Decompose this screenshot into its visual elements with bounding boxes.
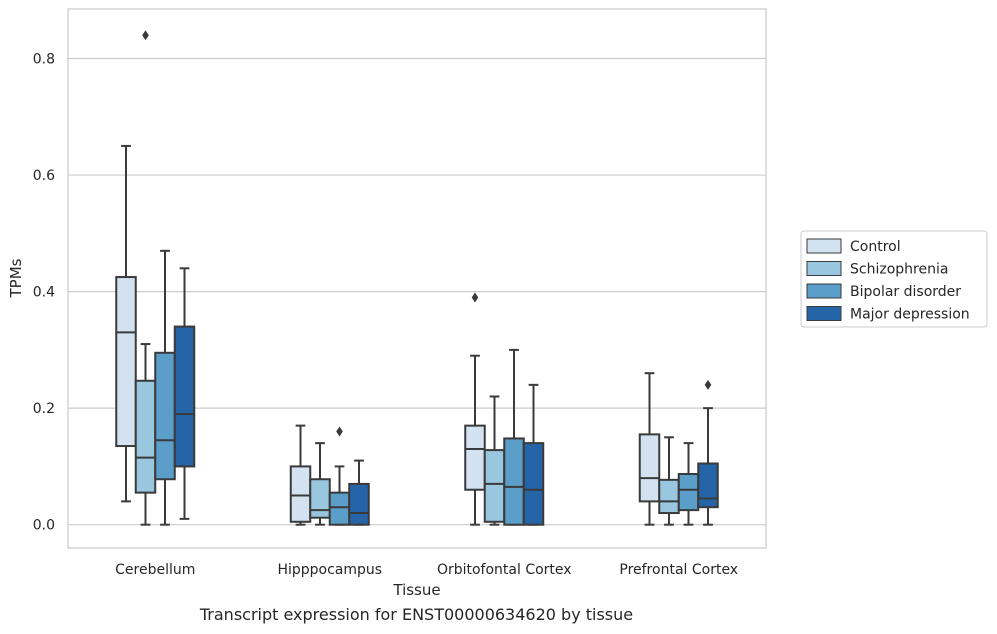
x-axis-ticks: Cerebellum Hipppocampus Orbitofontal Corte… [115, 562, 738, 578]
box-iqr [328, 491, 351, 526]
box-iqr [134, 379, 157, 494]
box-bipolar-disorder [503, 348, 525, 526]
legend-swatch [806, 261, 842, 276]
box-iqr [638, 433, 661, 503]
box-iqr [115, 276, 137, 448]
box-schizophrenia [658, 436, 680, 526]
box-iqr [173, 325, 196, 468]
box-iqr [309, 478, 331, 519]
box-schizophrenia [134, 30, 157, 526]
y-tick-label: 0.0 [33, 518, 55, 534]
box-iqr [658, 478, 680, 515]
x-tick-label: Hipppocampus [277, 562, 382, 578]
box-iqr [697, 462, 719, 509]
box-control [115, 144, 137, 503]
box-bipolar-disorder [328, 426, 351, 526]
legend-label: Control [850, 239, 901, 255]
box-iqr [677, 472, 700, 512]
box-schizophrenia [483, 395, 506, 526]
box-control [289, 424, 312, 526]
y-tick-label: 0.4 [33, 285, 55, 301]
legend-frame [800, 230, 988, 328]
legend-swatch [806, 283, 842, 299]
outlier-point [704, 379, 712, 390]
box-major-depression [522, 383, 545, 526]
box-iqr [503, 437, 525, 526]
y-tick-label: 0.6 [33, 168, 55, 184]
legend-swatch [806, 306, 842, 321]
box-iqr [154, 351, 176, 481]
legend: Control Schizophrenia Bipolar disorder Majo… [800, 230, 988, 328]
box-schizophrenia [309, 442, 331, 526]
outlier-point [336, 426, 343, 437]
box-iqr [464, 424, 486, 491]
box-bipolar-disorder [677, 442, 700, 526]
legend-label: Major depression [850, 307, 970, 323]
legend-swatch [806, 238, 842, 254]
box-iqr [483, 449, 506, 523]
box-major-depression [173, 267, 196, 520]
box-bipolar-disorder [154, 249, 176, 526]
box-groups [115, 30, 719, 526]
box-major-depression [348, 459, 370, 526]
x-tick-label: Orbitofontal Cortex [437, 562, 572, 578]
box-control [464, 292, 486, 526]
chart-caption: Transcript expression for ENST0000063462… [199, 605, 634, 624]
outlier-point [471, 292, 479, 303]
legend-label: Bipolar disorder [850, 284, 961, 300]
y-axis-label: TPMs [7, 258, 25, 298]
legend-label: Schizophrenia [850, 262, 948, 278]
x-tick-label: Cerebellum [115, 562, 195, 578]
box-major-depression [697, 379, 719, 526]
x-axis-label: Tissue [392, 581, 440, 599]
box-control [638, 372, 661, 526]
plot-frame [67, 8, 767, 549]
box-iqr [348, 482, 370, 526]
y-tick-label: 0.2 [33, 401, 55, 417]
x-tick-label: Prefrontal Cortex [619, 562, 738, 578]
y-axis-ticks: 0.0 0.2 0.4 0.6 0.8 [33, 52, 55, 534]
box-iqr [522, 442, 545, 526]
y-tick-label: 0.8 [33, 52, 55, 68]
outlier-point [142, 30, 149, 41]
box-iqr [289, 465, 312, 523]
